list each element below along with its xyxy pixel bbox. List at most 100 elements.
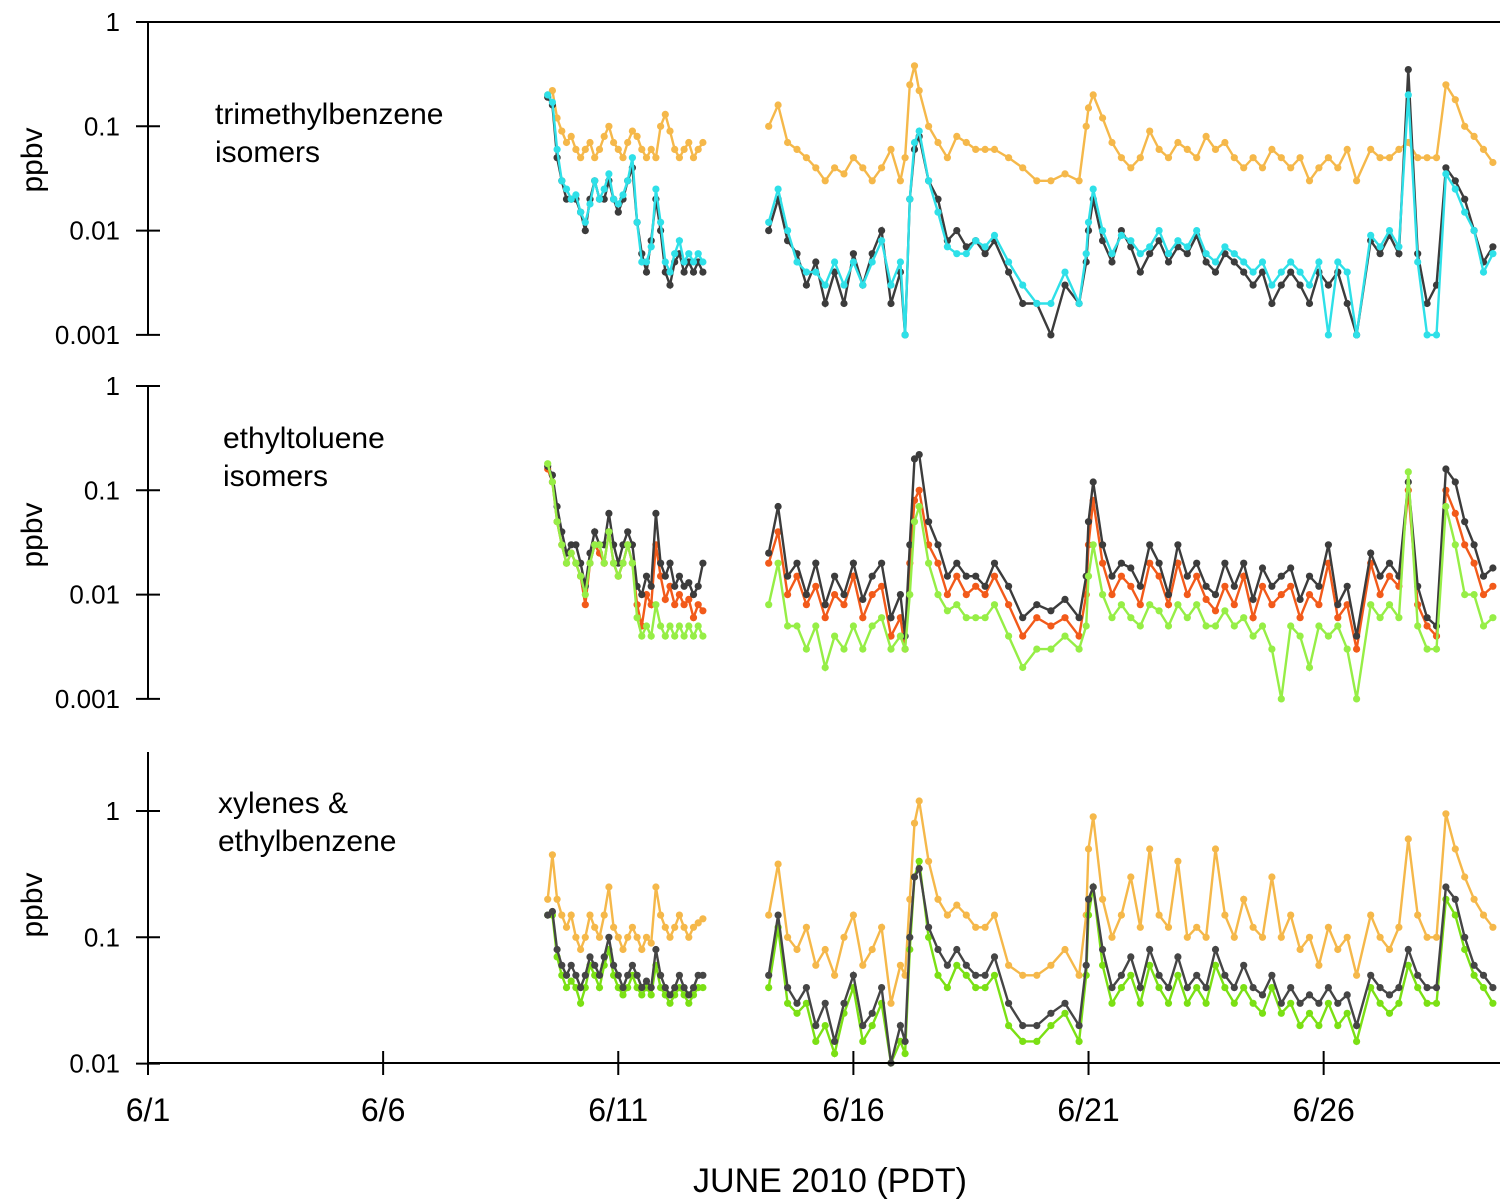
- data-point: [605, 122, 613, 130]
- data-point: [1423, 645, 1431, 653]
- data-point: [901, 154, 909, 162]
- data-point: [1353, 1022, 1361, 1030]
- data-point: [633, 933, 641, 941]
- data-point: [990, 911, 999, 919]
- data-point: [689, 268, 698, 276]
- data-point: [1334, 622, 1342, 630]
- data-point: [1461, 208, 1469, 216]
- data-point: [1287, 999, 1295, 1007]
- data-point: [793, 999, 801, 1007]
- data-point: [1193, 154, 1201, 162]
- data-point: [802, 923, 811, 931]
- data-point: [953, 961, 961, 969]
- data-point: [915, 502, 923, 511]
- data-point: [840, 999, 848, 1007]
- data-point: [915, 127, 923, 135]
- data-point: [962, 971, 970, 979]
- data-point: [910, 518, 919, 526]
- data-point: [1470, 971, 1478, 979]
- data-point: [1211, 591, 1220, 599]
- data-point: [1099, 227, 1107, 235]
- data-point: [605, 170, 613, 178]
- data-point: [774, 101, 782, 109]
- data-point: [1240, 895, 1248, 903]
- data-point: [1211, 945, 1220, 954]
- data-point: [906, 591, 914, 599]
- data-point: [1287, 564, 1295, 572]
- data-point: [802, 645, 811, 653]
- data-point: [567, 549, 575, 557]
- data-point: [1268, 281, 1276, 289]
- data-point: [896, 961, 905, 969]
- data-point: [878, 614, 886, 622]
- data-point: [581, 971, 589, 979]
- data-point: [962, 250, 970, 258]
- data-point: [689, 591, 698, 599]
- data-point: [675, 154, 684, 162]
- data-point: [657, 911, 665, 919]
- data-point: [784, 572, 792, 580]
- series-line: [767, 800, 1494, 1004]
- data-point: [1183, 145, 1191, 153]
- data-point: [1174, 559, 1182, 567]
- data-point: [1075, 1022, 1083, 1030]
- series-line: [767, 65, 1494, 185]
- data-point: [1164, 591, 1173, 599]
- data-point: [1211, 268, 1220, 276]
- data-point: [1240, 164, 1248, 172]
- data-point: [1470, 132, 1478, 140]
- data-point: [812, 164, 820, 172]
- data-point: [1404, 66, 1412, 74]
- data-point: [577, 208, 585, 216]
- data-point: [943, 911, 952, 919]
- data-point: [647, 991, 655, 999]
- data-point: [943, 607, 952, 615]
- data-point: [699, 268, 707, 276]
- data-point: [1470, 227, 1478, 235]
- data-point: [1127, 564, 1135, 572]
- data-point: [1117, 572, 1125, 580]
- data-point: [981, 243, 989, 251]
- data-point: [1395, 243, 1403, 251]
- data-point: [1019, 1037, 1027, 1045]
- data-point: [1353, 971, 1361, 979]
- data-point: [1061, 1009, 1069, 1017]
- data-point: [1324, 281, 1332, 289]
- data-point: [1470, 591, 1478, 599]
- data-point: [1211, 145, 1220, 153]
- series-line: [767, 94, 1494, 337]
- data-point: [1258, 622, 1267, 630]
- data-point: [595, 984, 604, 992]
- data-point: [1221, 971, 1229, 979]
- data-point: [581, 933, 589, 941]
- data-point: [840, 170, 848, 178]
- data-point: [1033, 299, 1041, 308]
- data-point: [812, 1022, 820, 1030]
- data-point: [1005, 601, 1013, 609]
- data-point: [1334, 601, 1342, 609]
- data-point: [544, 91, 552, 99]
- data-point: [1461, 933, 1469, 941]
- data-point: [1230, 933, 1238, 941]
- data-point: [1268, 299, 1276, 308]
- data-point: [577, 572, 585, 580]
- data-point: [661, 572, 669, 580]
- data-point: [666, 281, 674, 289]
- x-tick-label: 6/16: [822, 1092, 884, 1128]
- data-point: [1084, 572, 1093, 580]
- data-point: [1202, 582, 1210, 590]
- data-point: [699, 971, 707, 979]
- data-point: [859, 961, 867, 969]
- data-point: [619, 191, 627, 199]
- data-point: [1146, 945, 1154, 954]
- data-point: [671, 601, 679, 609]
- data-point: [1479, 268, 1488, 276]
- data-point: [581, 227, 589, 235]
- data-point: [605, 528, 613, 536]
- data-point: [1324, 632, 1332, 640]
- data-point: [1202, 258, 1210, 266]
- data-point: [652, 601, 660, 609]
- data-point: [628, 154, 637, 162]
- data-point: [610, 923, 618, 931]
- data-point: [1174, 601, 1182, 609]
